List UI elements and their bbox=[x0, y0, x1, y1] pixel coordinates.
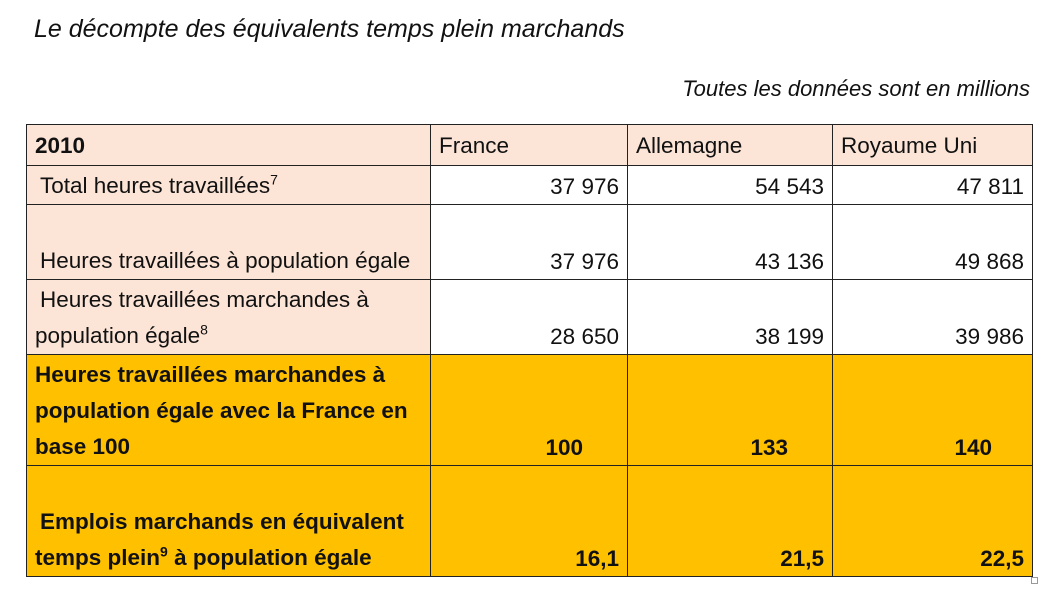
table-row: Heures travaillées à population égale 37… bbox=[26, 204, 1033, 280]
cell-value: 21,5 bbox=[627, 465, 833, 577]
cell-value: 43 136 bbox=[627, 204, 833, 280]
cell-value: 49 868 bbox=[832, 204, 1033, 280]
cell-value: 47 811 bbox=[832, 165, 1033, 205]
column-header-royaume-uni: Royaume Uni bbox=[832, 124, 1033, 166]
column-header-allemagne: Allemagne bbox=[627, 124, 833, 166]
year-header: 2010 bbox=[26, 124, 431, 166]
resize-handle[interactable] bbox=[1031, 577, 1038, 584]
row-label: Total heures travaillées7 bbox=[26, 165, 431, 205]
cell-value: 16,1 bbox=[430, 465, 628, 577]
row-label: Heures travaillées à population égale bbox=[26, 204, 431, 280]
table-row-highlight: Heures travaillées marchandes à populati… bbox=[26, 354, 1033, 466]
cell-value: 54 543 bbox=[627, 165, 833, 205]
cell-value: 39 986 bbox=[832, 279, 1033, 355]
column-header-france: France bbox=[430, 124, 628, 166]
table-header-row: 2010 France Allemagne Royaume Uni bbox=[26, 124, 1033, 166]
cell-value: 38 199 bbox=[627, 279, 833, 355]
cell-value: 37 976 bbox=[430, 165, 628, 205]
document-title: Le décompte des équivalents temps plein … bbox=[34, 15, 625, 43]
row-label: Heures travaillées marchandes à populati… bbox=[26, 354, 431, 466]
data-table: 2010 France Allemagne Royaume Uni Total … bbox=[26, 124, 1033, 577]
row-label: Emplois marchands en équivalent temps pl… bbox=[26, 465, 431, 577]
cell-value: 133 bbox=[627, 354, 833, 466]
table-row: Total heures travaillées7 37 976 54 543 … bbox=[26, 165, 1033, 205]
table-row-highlight: Emplois marchands en équivalent temps pl… bbox=[26, 465, 1033, 577]
cell-value: 28 650 bbox=[430, 279, 628, 355]
cell-value: 22,5 bbox=[832, 465, 1033, 577]
row-label: Heures travaillées marchandes à populati… bbox=[26, 279, 431, 355]
units-note: Toutes les données sont en millions bbox=[682, 76, 1030, 101]
cell-value: 100 bbox=[430, 354, 628, 466]
table-row: Heures travaillées marchandes à populati… bbox=[26, 279, 1033, 355]
cell-value: 140 bbox=[832, 354, 1033, 466]
cell-value: 37 976 bbox=[430, 204, 628, 280]
